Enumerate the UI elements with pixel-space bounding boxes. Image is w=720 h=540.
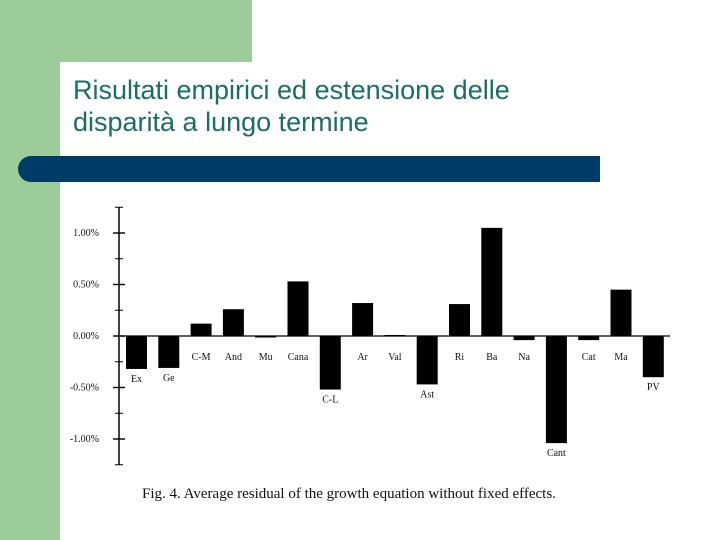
- category-label: Ar: [357, 352, 368, 363]
- category-label: Ri: [455, 352, 465, 363]
- bar-ar: [352, 303, 374, 336]
- category-label: And: [225, 352, 242, 363]
- category-label: Cant: [547, 448, 566, 459]
- bar-cana: [287, 281, 309, 336]
- top-green-block: [60, 0, 252, 62]
- y-tick-label: 1.00%: [73, 228, 99, 239]
- category-label: PV: [647, 382, 661, 393]
- category-label: Val: [388, 352, 402, 363]
- bar-na: [513, 336, 535, 341]
- y-tick-label: 0.50%: [73, 280, 99, 291]
- bar-chart: 1.00% 0.50% 0.00% -0.50% -1.00% Ex Ge C-M And Mu C…: [70, 206, 670, 466]
- bar-ma: [610, 289, 632, 336]
- bar-ri: [449, 304, 470, 336]
- category-label: Ba: [486, 352, 498, 363]
- category-label: C-L: [322, 395, 338, 406]
- bar-ba: [481, 227, 503, 336]
- bar-ge: [158, 336, 180, 368]
- bar-ast: [416, 336, 438, 385]
- bar-c-m: [190, 323, 212, 336]
- title-underline-bar: [18, 156, 600, 182]
- bar-c-l: [319, 336, 341, 390]
- category-label: C-M: [192, 352, 211, 363]
- bar-and: [222, 309, 244, 336]
- category-label: Ast: [420, 389, 434, 400]
- title-line-1: Risultati empirici ed estensione delle: [73, 75, 510, 105]
- left-green-band: [0, 0, 60, 540]
- bar-ex: [126, 336, 147, 369]
- category-label: Na: [518, 352, 530, 363]
- figure-caption: Fig. 4. Average residual of the growth e…: [142, 486, 556, 502]
- slide-title: Risultati empirici ed estensione delle d…: [73, 74, 673, 138]
- y-tick-label: -0.50%: [70, 383, 99, 394]
- y-tick-label: -1.00%: [70, 434, 99, 445]
- category-label: Cana: [288, 352, 309, 363]
- bar-cant: [545, 336, 567, 444]
- bar-pv: [642, 336, 664, 378]
- title-line-2: disparità a lungo termine: [73, 107, 369, 137]
- bar-cat: [578, 336, 600, 341]
- category-label: Mu: [259, 352, 273, 363]
- bar-mu: [255, 336, 277, 338]
- y-tick-label: 0.00%: [73, 331, 99, 342]
- bar-val: [384, 334, 406, 337]
- category-label: Ex: [131, 374, 142, 385]
- category-label: Ma: [614, 352, 628, 363]
- category-label: Ge: [163, 373, 175, 384]
- category-label: Cat: [582, 352, 596, 363]
